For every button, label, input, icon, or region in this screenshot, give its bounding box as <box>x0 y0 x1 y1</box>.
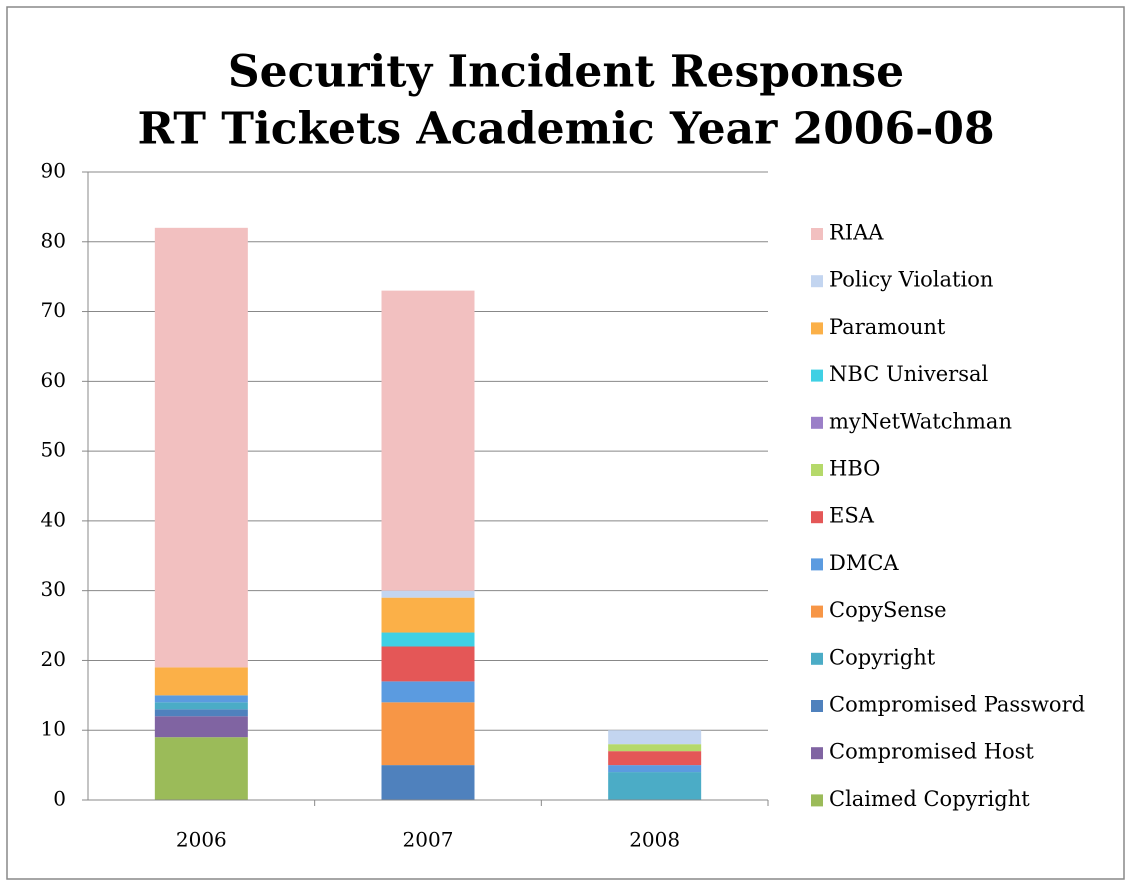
y-tick-label: 0 <box>53 787 66 811</box>
legend-swatch <box>811 416 823 429</box>
legend-label: myNetWatchman <box>829 409 1012 433</box>
legend-swatch <box>811 369 823 382</box>
y-tick-label: 20 <box>41 647 66 671</box>
legend-label: HBO <box>829 457 880 481</box>
legend-label: DMCA <box>829 551 899 575</box>
legend-label: CopySense <box>829 598 947 622</box>
y-tick-label: 10 <box>41 717 66 741</box>
legend-label: Paramount <box>829 315 946 339</box>
legend-label: Claimed Copyright <box>829 787 1030 811</box>
y-tick-label: 80 <box>41 228 66 252</box>
legend-label: Compromised Password <box>829 693 1085 717</box>
bar-segment <box>154 227 248 668</box>
x-tick-label: 2008 <box>629 828 680 852</box>
bar-segment <box>154 709 248 717</box>
legend-label: NBC Universal <box>829 362 989 386</box>
chart-title: Security Incident Response <box>228 47 904 98</box>
bar-segment <box>154 702 248 710</box>
bar-segment <box>608 744 702 752</box>
bar-segment <box>154 737 248 800</box>
legend-label: Copyright <box>829 645 936 669</box>
legend-swatch <box>811 275 823 288</box>
legend-swatch <box>811 700 823 712</box>
legend-swatch <box>811 747 823 760</box>
legend-label: RIAA <box>829 221 884 245</box>
legend-label: Compromised Host <box>829 740 1034 764</box>
bar-segment <box>381 681 475 703</box>
bar-segment <box>381 590 475 598</box>
legend-swatch <box>811 794 823 807</box>
y-tick-label: 60 <box>41 368 66 392</box>
y-tick-label: 30 <box>41 577 66 601</box>
bar-segment <box>381 646 475 682</box>
bar-segment <box>381 597 475 633</box>
bar-segment <box>608 751 702 766</box>
x-tick-label: 2006 <box>176 828 227 852</box>
bar-segment <box>154 716 248 738</box>
bar-segment <box>608 765 702 773</box>
bar-segment <box>381 765 475 800</box>
x-tick-label: 2007 <box>403 828 454 852</box>
legend-swatch <box>811 228 823 240</box>
legend-swatch <box>811 652 823 665</box>
legend-swatch <box>811 464 823 476</box>
bar-segment <box>608 730 702 745</box>
bar-segment <box>381 290 475 591</box>
bar-segment <box>154 667 248 696</box>
y-tick-label: 70 <box>41 298 66 322</box>
y-tick-label: 90 <box>41 159 66 183</box>
legend-swatch <box>811 511 823 524</box>
legend-label: Policy Violation <box>829 268 993 292</box>
legend-label: ESA <box>829 504 875 528</box>
legend-swatch <box>811 322 823 335</box>
legend-swatch <box>811 558 823 571</box>
legend-swatch <box>811 605 823 618</box>
bar-segment <box>154 695 248 703</box>
bar-segment <box>381 632 475 647</box>
bar-segment <box>381 702 475 766</box>
bar-segment <box>608 772 702 800</box>
y-tick-label: 40 <box>41 507 66 531</box>
y-tick-label: 50 <box>41 438 66 462</box>
chart-title: RT Tickets Academic Year 2006-08 <box>137 104 994 155</box>
